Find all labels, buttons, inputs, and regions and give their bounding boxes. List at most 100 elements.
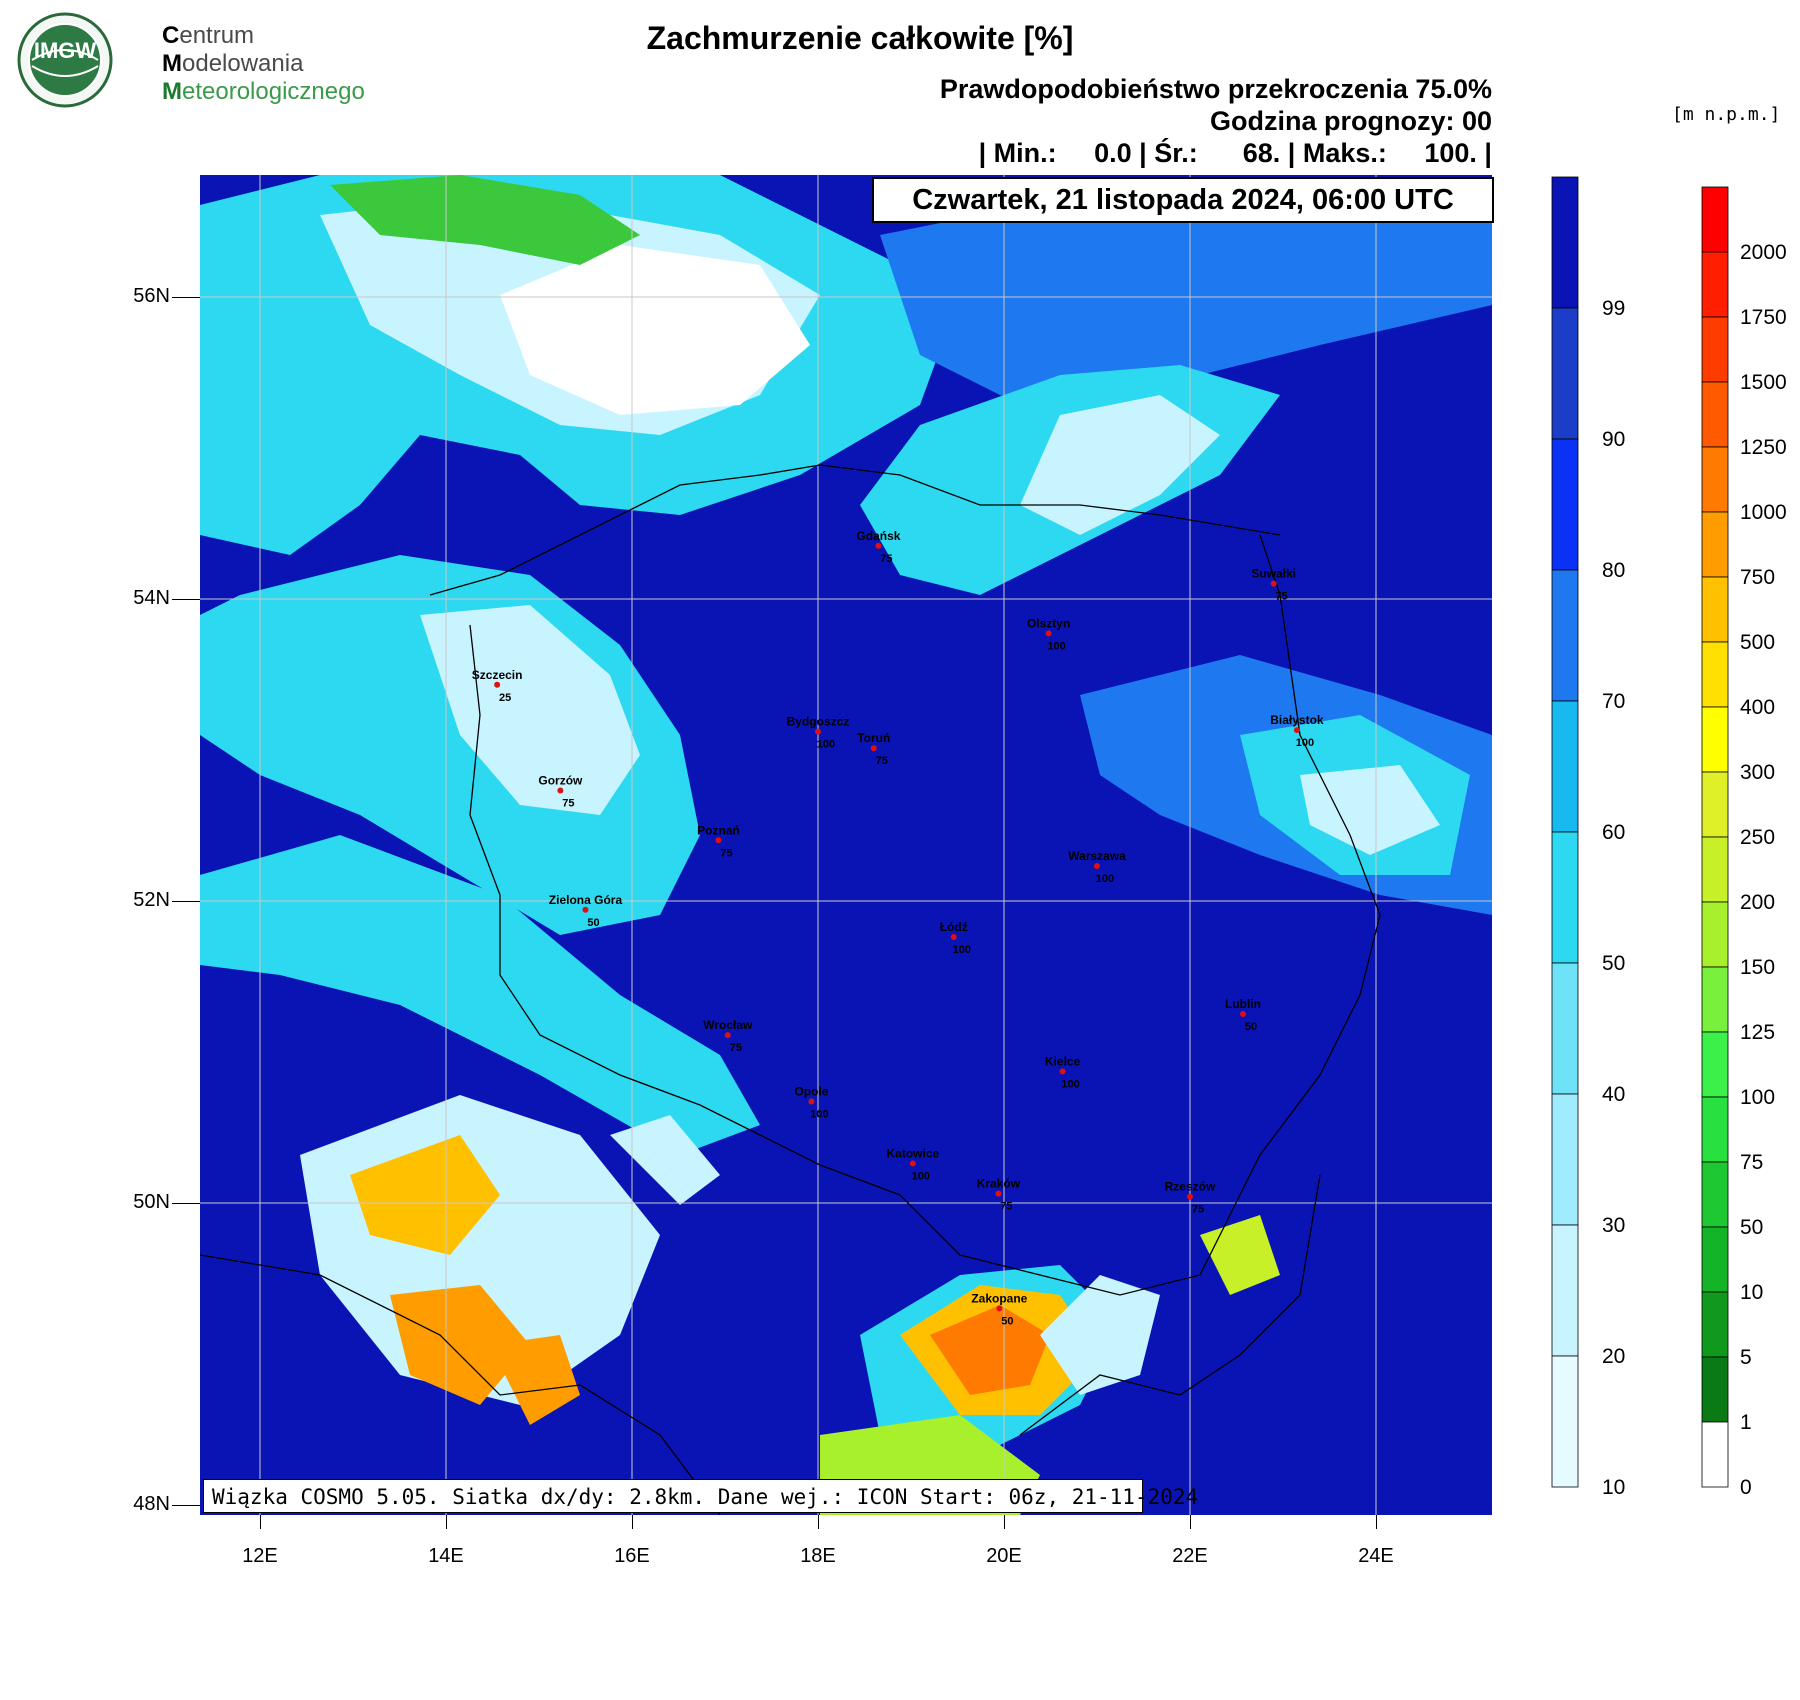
- terrain-bar-label-0: 0: [1740, 1476, 1752, 1499]
- terrain-bar-segment-1000: [1701, 446, 1729, 513]
- terrain-bar-label-250: 250: [1740, 826, 1775, 849]
- city-value-13: 75: [730, 1042, 742, 1054]
- terrain-bar-label-125: 125: [1740, 1021, 1775, 1044]
- city-name-0: Gdańsk: [856, 529, 900, 543]
- city-name-14: Kielce: [1045, 1054, 1081, 1068]
- lon-label-16E: 16E: [614, 1545, 650, 1567]
- lat-tick: [172, 598, 200, 600]
- forecast-map: Gdańsk 75 Suwałki 75 Olsztyn 100 Szczecin 25 Byd…: [200, 175, 1492, 1515]
- city-value-0: 75: [880, 553, 892, 565]
- city-name-18: Rzeszów: [1165, 1180, 1216, 1194]
- city-marker-19: [996, 1305, 1003, 1312]
- lat-tick: [172, 1202, 200, 1204]
- cloud-region-west-thin: [420, 605, 640, 815]
- city-marker-6: [1293, 727, 1300, 734]
- terrain-bar-label-200: 200: [1740, 891, 1775, 914]
- terrain-bar-label-10: 10: [1740, 1281, 1763, 1304]
- cloud-bar-segment-60: [1551, 700, 1579, 833]
- terrain-bar-label-1250: 1250: [1740, 436, 1787, 459]
- city-value-12: 50: [1245, 1021, 1257, 1033]
- lat-label-48N: 48N: [133, 1492, 170, 1515]
- city-marker-1: [1270, 580, 1277, 587]
- terrain-bar-label-75: 75: [1740, 1151, 1763, 1174]
- terrain-bar-label-50: 50: [1740, 1216, 1763, 1239]
- city-name-9: Warszawa: [1068, 849, 1126, 863]
- terrain-bar-segment-250: [1701, 771, 1729, 838]
- city-marker-10: [582, 906, 589, 913]
- cloud-bar-label-80: 80: [1602, 559, 1625, 582]
- city-name-19: Zakopane: [971, 1291, 1027, 1305]
- lon-label-18E: 18E: [800, 1545, 836, 1567]
- city-value-16: 100: [912, 1170, 930, 1182]
- city-value-2: 100: [1047, 640, 1065, 652]
- city-value-14: 100: [1061, 1078, 1079, 1090]
- lat-label-54N: 54N: [133, 586, 170, 609]
- forecast-hour-line: Godzina prognozy: 00: [1209, 106, 1492, 136]
- terrain-bar-label-750: 750: [1740, 566, 1775, 589]
- borders: [200, 464, 1381, 1515]
- terrain-bar-segment-400: [1701, 641, 1729, 708]
- lon-tick: [1003, 1515, 1005, 1529]
- terrain-bar-segment-50: [1701, 1161, 1729, 1228]
- city-value-18: 75: [1192, 1204, 1204, 1216]
- terrain-bar-segment-125: [1701, 966, 1729, 1033]
- cloud-bar-segment-10: [1551, 1355, 1579, 1488]
- terrain-bar-label-400: 400: [1740, 696, 1775, 719]
- city-marker-0: [875, 542, 882, 549]
- terrain-bar-segment-10: [1701, 1226, 1729, 1293]
- terrain-bar-segment-1500: [1701, 316, 1729, 383]
- imgw-emblem-icon: IMGW: [17, 12, 113, 108]
- cloud-bar-label-10: 10: [1602, 1476, 1625, 1499]
- city-value-11: 100: [953, 944, 971, 956]
- city-name-8: Poznań: [697, 823, 740, 837]
- cloud-bar-label-70: 70: [1602, 690, 1625, 713]
- cloud-bar-segment-40: [1551, 962, 1579, 1095]
- city-value-3: 25: [499, 692, 511, 704]
- cloud-bar-segment-90: [1551, 307, 1579, 440]
- logo-line-3: Meteorologicznego: [162, 78, 365, 105]
- terrain-bar-segment-1750: [1701, 251, 1729, 318]
- graticule: [200, 175, 1492, 1515]
- city-value-8: 75: [720, 847, 732, 859]
- cloud-bar-label-50: 50: [1602, 952, 1625, 975]
- terrain-bar-segment-1250: [1701, 381, 1729, 448]
- units-label: [m n.p.m.]: [1672, 104, 1781, 125]
- terrain-bar-segment-5: [1701, 1291, 1729, 1358]
- city-value-5: 75: [876, 755, 888, 767]
- city-value-19: 50: [1001, 1315, 1013, 1327]
- city-marker-9: [1093, 862, 1100, 869]
- terrain-bar-label-2000: 2000: [1740, 241, 1787, 264]
- clear-region-baltic: [500, 245, 810, 415]
- terrain-region-czech-south: [390, 1285, 530, 1405]
- city-value-1: 75: [1276, 591, 1288, 603]
- terrain-bar-label-1500: 1500: [1740, 371, 1787, 394]
- probability-line: Prawdopodobieństwo przekroczenia 75.0%: [939, 74, 1492, 104]
- lon-label-20E: 20E: [986, 1545, 1022, 1567]
- city-marker-16: [909, 1160, 916, 1167]
- cloud-region-central-thin: [1020, 395, 1220, 535]
- city-name-17: Kraków: [977, 1177, 1021, 1191]
- model-info: Wiązka COSMO 5.05. Siatka dx/dy: 2.8km. …: [203, 1479, 1198, 1513]
- city-value-17: 75: [1000, 1201, 1012, 1213]
- terrain-bar-segment-150: [1701, 901, 1729, 968]
- terrain-colorbar: 2000175015001250100075050040030025020015…: [1701, 186, 1787, 1499]
- city-marker-4: [814, 728, 821, 735]
- logo-badge-text: IMGW: [34, 38, 97, 63]
- terrain-region-denmark: [330, 175, 640, 265]
- city-name-4: Bydgoszcz: [787, 715, 850, 729]
- poland-border: [469, 534, 1381, 1296]
- cloud-bar-label-20: 20: [1602, 1345, 1625, 1368]
- forecast-datetime: Czwartek, 21 listopada 2024, 06:00 UTC: [872, 177, 1494, 223]
- czech-austria-border: [200, 1254, 721, 1515]
- lon-label-14E: 14E: [428, 1545, 464, 1567]
- cloud-field: [200, 175, 1492, 1515]
- cloud-bar-segment-99: [1551, 176, 1579, 309]
- cloud-bar-label-99: 99: [1602, 297, 1625, 320]
- baltic-coastline: [429, 464, 1281, 596]
- lon-tick: [817, 1515, 819, 1529]
- terrain-bar-segment-500: [1701, 576, 1729, 643]
- terrain-bar-segment-750: [1701, 511, 1729, 578]
- city-marker-15: [808, 1098, 815, 1105]
- terrain-bar-label-1750: 1750: [1740, 306, 1787, 329]
- map-title: Zachmurzenie całkowite [%]: [646, 20, 1074, 56]
